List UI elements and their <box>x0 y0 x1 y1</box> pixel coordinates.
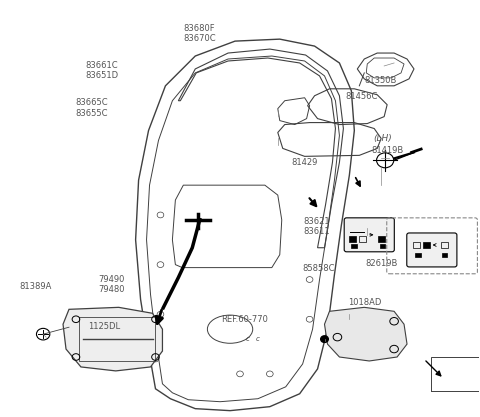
Polygon shape <box>63 307 162 371</box>
Circle shape <box>321 336 328 342</box>
Bar <box>413 242 420 248</box>
Bar <box>351 244 357 248</box>
FancyBboxPatch shape <box>407 233 457 267</box>
Bar <box>380 244 385 248</box>
Text: 85858C: 85858C <box>302 264 335 273</box>
Text: 83670C: 83670C <box>183 34 216 43</box>
Text: 83651D: 83651D <box>85 71 118 80</box>
Text: c: c <box>256 336 260 342</box>
Text: 83680F: 83680F <box>184 24 215 33</box>
Text: 81429: 81429 <box>291 158 318 168</box>
Text: 1018AD: 1018AD <box>348 299 382 307</box>
Text: REF.60-770: REF.60-770 <box>221 315 268 324</box>
Text: 79480: 79480 <box>98 285 124 294</box>
Bar <box>359 236 366 242</box>
Text: 83661C: 83661C <box>85 61 118 70</box>
Bar <box>441 242 448 248</box>
FancyBboxPatch shape <box>344 218 394 252</box>
Text: 83621: 83621 <box>303 217 330 226</box>
Text: 83655C: 83655C <box>75 109 108 118</box>
Text: 82619B: 82619B <box>365 259 397 268</box>
Text: c: c <box>246 336 250 342</box>
Bar <box>349 236 356 242</box>
Text: 1125DL: 1125DL <box>88 322 120 331</box>
Bar <box>422 242 430 248</box>
Text: 83665C: 83665C <box>75 98 108 107</box>
Text: 81419B: 81419B <box>372 146 404 155</box>
Bar <box>415 253 420 257</box>
Text: (LH): (LH) <box>374 134 393 143</box>
Bar <box>442 253 447 257</box>
Text: 79490: 79490 <box>98 275 124 284</box>
Text: 81350B: 81350B <box>364 76 396 85</box>
Bar <box>378 236 385 242</box>
Text: 83611: 83611 <box>303 227 330 236</box>
Polygon shape <box>324 307 407 361</box>
Text: 81456C: 81456C <box>345 92 377 101</box>
Text: 81389A: 81389A <box>20 282 52 291</box>
